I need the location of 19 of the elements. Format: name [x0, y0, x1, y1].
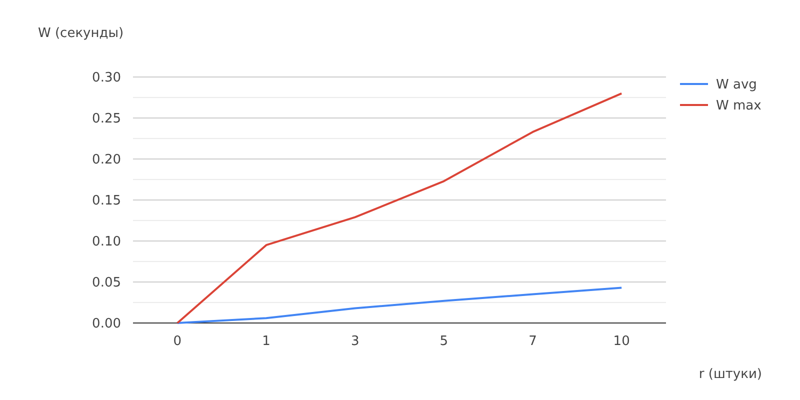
y-tick-label: 0.10 — [92, 234, 121, 250]
legend-label: W max — [716, 98, 762, 114]
line-series — [176, 286, 623, 324]
x-tick-label: 5 — [440, 334, 448, 349]
x-axis-title: r (штуки) — [698, 367, 762, 382]
y-tick-label: 0.05 — [92, 276, 121, 291]
y-axis-title: W (секунды) — [38, 26, 124, 41]
y-tick-label: 0.00 — [92, 316, 121, 332]
y-tick-label: 0.30 — [92, 70, 121, 86]
x-tick-label: 0 — [173, 334, 182, 349]
x-tick-label: 3 — [350, 334, 360, 349]
x-tick-label: 10 — [613, 334, 630, 349]
x-tick-label: 1 — [262, 334, 270, 349]
line-series — [176, 92, 623, 324]
legend-label: W avg — [716, 78, 757, 93]
y-tick-label: 0.25 — [92, 112, 121, 127]
x-tick-label: 7 — [528, 334, 537, 349]
y-tick-label: 0.20 — [92, 152, 121, 168]
y-tick-label: 0.15 — [92, 194, 121, 209]
